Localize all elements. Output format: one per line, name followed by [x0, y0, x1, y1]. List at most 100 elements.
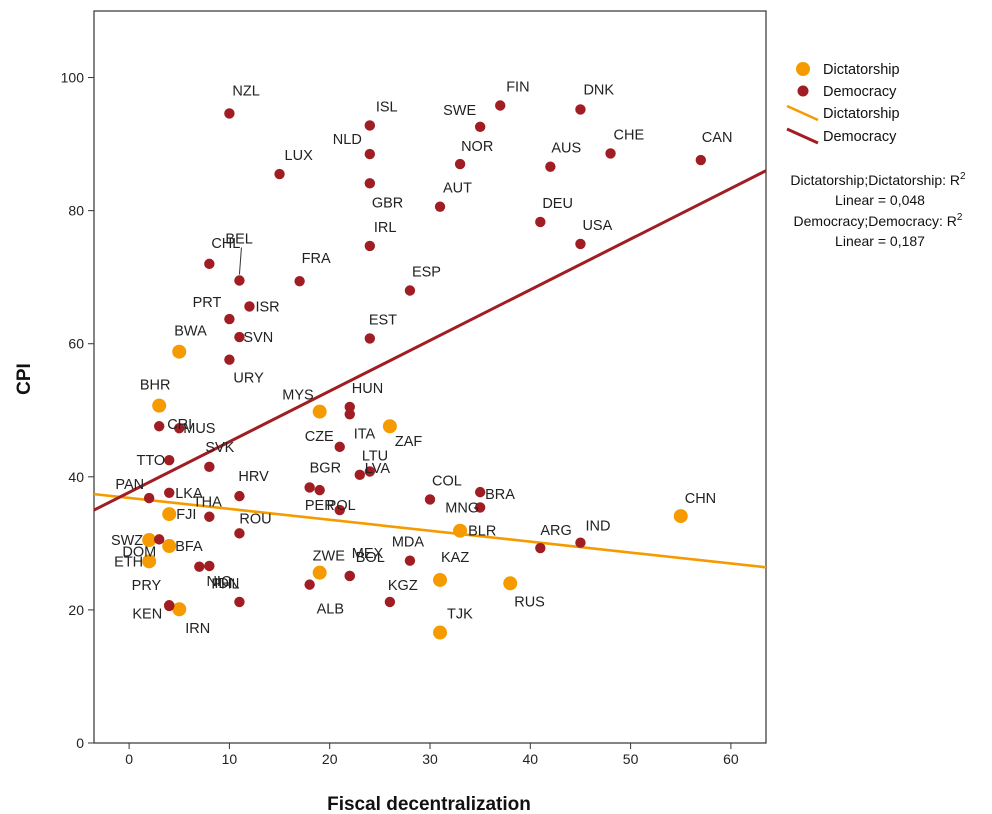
- point-label-nic: NIC: [206, 574, 231, 590]
- point-label-pol: POL: [327, 498, 356, 514]
- point-bwa: [172, 344, 187, 359]
- point-label-pan: PAN: [115, 477, 144, 493]
- point-label-mys: MYS: [282, 388, 313, 404]
- y-axis: 0 20 40 60 80 100: [61, 70, 94, 751]
- x-tick-label: 30: [422, 751, 438, 767]
- point-label-est: EST: [369, 312, 397, 328]
- legend-label: Democracy: [823, 129, 897, 145]
- point-label-zwe: ZWE: [313, 549, 346, 565]
- x-tick-label: 60: [723, 751, 739, 767]
- y-tick-label: 100: [61, 70, 85, 86]
- point-nld: [364, 148, 376, 160]
- point-label-ind: IND: [585, 519, 610, 535]
- legend: Dictatorship Democracy Dictatorship Democra…: [786, 62, 900, 145]
- point-label-che: CHE: [614, 127, 645, 143]
- point-kaz: [433, 572, 448, 587]
- point-label-kaz: KAZ: [441, 550, 469, 566]
- point-label-tto: TTO: [136, 453, 165, 469]
- legend-label: Dictatorship: [823, 106, 900, 122]
- point-blr: [453, 523, 468, 538]
- fit-lines: [93, 169, 767, 569]
- point-label-nzl: NZL: [232, 83, 259, 99]
- point-label-svk: SVK: [205, 440, 234, 456]
- x-tick-label: 40: [523, 751, 539, 767]
- point-fra: [294, 275, 305, 287]
- point-label-mng: MNG: [445, 500, 479, 516]
- point-label-fin: FIN: [506, 79, 529, 95]
- y-tick-label: 0: [76, 735, 84, 751]
- x-tick-label: 0: [125, 751, 133, 767]
- legend-marker-democracy: [797, 85, 809, 97]
- point-label-ury: URY: [233, 371, 264, 387]
- point-label-mus: MUS: [183, 421, 215, 437]
- point-mys: [312, 404, 327, 419]
- point-isr: [244, 301, 255, 312]
- point-label-deu: DEU: [542, 196, 573, 212]
- point-bol: [344, 570, 355, 582]
- point-tto: [164, 454, 175, 466]
- point-label-per: PER: [305, 498, 335, 514]
- point-nor: [454, 158, 466, 170]
- point-est: [364, 333, 376, 344]
- point-bgr: [304, 482, 315, 493]
- point-label-idn: IDN: [214, 576, 239, 592]
- legend-label: Dictatorship: [823, 62, 900, 78]
- x-tick-label: 20: [322, 751, 338, 767]
- point-label-ltu: LTU: [362, 448, 388, 464]
- point-label-rou: ROU: [239, 511, 271, 527]
- x-tick-label: 50: [623, 751, 639, 767]
- fit-stat-value: Linear = 0,048: [835, 192, 925, 208]
- y-tick-label: 60: [68, 336, 84, 352]
- point-aut: [434, 201, 446, 212]
- point-nic: [234, 596, 245, 608]
- point-label-svn: SVN: [243, 330, 273, 346]
- fit-stat-line: Dictatorship;Dictatorship: R2: [790, 171, 966, 188]
- point-label-lva: LVA: [365, 461, 391, 477]
- point-label-mex: MEX: [352, 546, 384, 562]
- point-mng: [474, 502, 486, 513]
- point-alb: [304, 579, 315, 590]
- point-idn: [204, 560, 215, 572]
- point-label-bol: BOL: [356, 550, 385, 566]
- point-fin: [495, 100, 506, 111]
- point-label-bra: BRA: [485, 487, 515, 503]
- point-dom: [153, 534, 165, 545]
- fit-stats: Dictatorship;Dictatorship: R2 Linear = 0,…: [790, 171, 966, 249]
- point-gbr: [364, 178, 376, 189]
- point-chl: [204, 258, 215, 270]
- point-prt: [224, 313, 235, 325]
- point-label-mda: MDA: [392, 535, 425, 551]
- point-label-cze: CZE: [305, 429, 334, 445]
- point-label-fra: FRA: [302, 251, 331, 267]
- point-label-lka: LKA: [175, 486, 203, 502]
- x-tick-label: 10: [222, 751, 238, 767]
- point-mus: [174, 423, 185, 434]
- point-label-dnk: DNK: [583, 82, 614, 98]
- point-phl: [194, 561, 205, 572]
- point-label-can: CAN: [702, 130, 733, 146]
- point-label-kgz: KGZ: [388, 578, 418, 594]
- y-tick-label: 40: [68, 469, 84, 485]
- plot-frame: [93, 10, 767, 744]
- point-bfa: [162, 539, 177, 554]
- point-label-isl: ISL: [376, 99, 398, 115]
- point-ury: [224, 354, 235, 365]
- point-aus: [545, 161, 556, 172]
- point-nzl: [224, 108, 235, 119]
- point-bra: [474, 486, 486, 498]
- fit-stat-line: Democracy;Democracy: R2: [794, 212, 963, 229]
- point-label-ita: ITA: [354, 426, 376, 442]
- point-label-irn: IRN: [185, 621, 210, 637]
- point-swz: [142, 533, 157, 548]
- x-axis: 0 10 20 30 40 50 60: [125, 743, 739, 767]
- point-label-chn: CHN: [685, 491, 716, 507]
- point-label-tjk: TJK: [447, 607, 473, 623]
- point-svk: [204, 461, 215, 473]
- point-kgz: [384, 596, 396, 608]
- point-tjk: [433, 625, 448, 640]
- point-ken: [164, 600, 175, 611]
- fit-line-democracy: [93, 169, 767, 512]
- point-svn: [234, 331, 245, 343]
- point-label-swe: SWE: [443, 103, 476, 119]
